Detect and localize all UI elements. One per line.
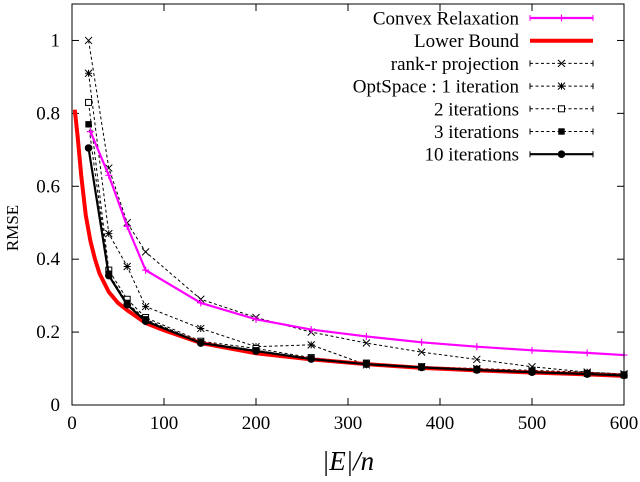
legend-label: 2 iterations <box>434 99 519 120</box>
square-marker <box>85 98 93 106</box>
plot-frame <box>71 3 625 406</box>
x-tick-label: 100 <box>150 413 179 434</box>
legend-label: rank-r projection <box>391 54 520 75</box>
plus-marker <box>105 171 113 179</box>
star-marker <box>104 229 113 238</box>
series-3-iterations <box>85 121 628 379</box>
star-marker <box>307 340 316 349</box>
y-tick-label: 0 <box>51 395 61 416</box>
circle-marker <box>417 363 426 372</box>
legend-entry: Convex Relaxation <box>373 9 594 30</box>
star-marker <box>123 262 132 271</box>
x-marker <box>141 248 150 256</box>
series-line <box>72 109 625 378</box>
circle-marker <box>84 144 93 152</box>
legend-entry: 10 iterations <box>425 145 594 166</box>
x-tick-label: 0 <box>67 413 77 434</box>
legend-entry: rank-r projection <box>391 54 594 75</box>
legend-label: Lower Bound <box>414 31 520 52</box>
plus-marker <box>473 343 481 351</box>
legend-label: Convex Relaxation <box>373 9 520 30</box>
legend-cap <box>529 128 594 135</box>
series-convex-relaxation <box>86 128 628 359</box>
star-marker <box>84 69 93 78</box>
plus-marker <box>558 14 565 22</box>
series-10-iterations <box>84 144 628 380</box>
legend-cap <box>529 15 594 21</box>
circle-marker <box>141 317 150 325</box>
plus-marker <box>362 332 370 340</box>
legend-label: 10 iterations <box>425 145 519 166</box>
star-marker <box>557 82 566 90</box>
x-tick-label: 200 <box>242 413 271 434</box>
circle-marker <box>362 360 371 368</box>
circle-marker <box>473 366 481 374</box>
x-axis-label: |E|/n <box>322 446 374 476</box>
y-tick-label: 0.2 <box>36 322 60 343</box>
legend-cap <box>529 151 594 158</box>
legend-entry: 2 iterations <box>434 99 594 120</box>
legend-entry: Lower Bound <box>414 31 593 52</box>
legend-label: OptSpace : 1 iteration <box>353 77 520 98</box>
series-line <box>89 131 625 357</box>
legend-label: 3 iterations <box>434 122 519 143</box>
legend-cap <box>529 60 594 67</box>
plus-marker <box>123 222 131 230</box>
square-marker <box>558 105 565 113</box>
legend-cap <box>529 105 594 112</box>
x-tick-label: 400 <box>426 413 455 434</box>
series-lower-bound <box>72 109 625 378</box>
filled-square-marker <box>85 121 92 128</box>
y-tick-label: 0.6 <box>36 176 60 197</box>
circle-marker <box>528 368 536 376</box>
x-marker <box>557 59 566 68</box>
y-tick-label: 0.8 <box>36 103 60 124</box>
plus-marker <box>307 326 315 334</box>
x-marker <box>472 355 481 364</box>
circle-marker <box>123 300 131 309</box>
legend-cap <box>529 83 594 90</box>
circle-marker <box>197 339 205 347</box>
x-tick-label: 600 <box>610 413 639 434</box>
y-axis-label: RMSE <box>3 205 22 251</box>
plus-marker <box>197 299 205 307</box>
legend-entry: 3 iterations <box>434 122 594 143</box>
legend-entry: OptSpace : 1 iteration <box>353 77 594 98</box>
plus-marker <box>418 338 426 346</box>
x-tick-label: 500 <box>518 413 547 434</box>
star-marker <box>141 302 150 311</box>
y-tick-label: 0.4 <box>36 249 60 270</box>
x-marker <box>362 339 371 347</box>
x-tick-label: 300 <box>334 413 363 434</box>
x-marker <box>84 36 93 45</box>
circle-marker <box>307 355 316 363</box>
y-tick-label: 1 <box>51 30 61 51</box>
filled-square-marker <box>558 128 565 135</box>
x-marker <box>417 348 426 356</box>
circle-marker <box>252 347 260 355</box>
plus-marker <box>583 349 591 357</box>
plus-marker <box>252 315 260 323</box>
plus-marker <box>86 128 94 136</box>
circle-marker <box>583 370 591 378</box>
star-marker <box>196 324 205 333</box>
circle-marker <box>557 150 566 158</box>
series-line <box>88 73 625 375</box>
series-line <box>88 124 625 376</box>
circle-marker <box>105 271 113 280</box>
plus-marker <box>528 346 536 354</box>
series-line <box>87 147 625 377</box>
y-axis-title: RMSE <box>3 205 22 251</box>
plus-marker <box>142 266 150 274</box>
